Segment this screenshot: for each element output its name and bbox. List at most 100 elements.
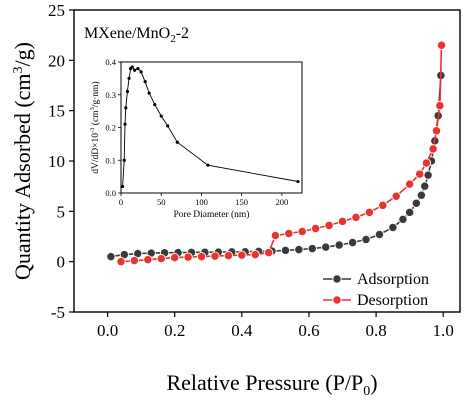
- data-point: [156, 253, 166, 264]
- data-point: [307, 243, 317, 254]
- inset-data-point: [206, 163, 210, 167]
- data-point: [421, 158, 432, 168]
- data-point: [431, 126, 442, 136]
- data-point: [270, 230, 281, 241]
- x-tick-label: 1.0: [433, 321, 454, 340]
- y-tick-label: -5: [51, 303, 65, 322]
- legend-label: Desorption: [357, 292, 428, 309]
- inset-frame: [120, 61, 303, 194]
- data-point: [361, 234, 371, 245]
- inset-y-tick-label: 0.1: [105, 155, 116, 165]
- data-point: [297, 226, 307, 237]
- inset-data-point: [124, 106, 128, 110]
- legend: Adsorption Desorption: [323, 271, 429, 309]
- y-axis-ticks: -5 0 5 10 15 20 25: [48, 1, 74, 322]
- inset-data-point: [127, 76, 131, 80]
- y-tick-label: 25: [48, 1, 65, 20]
- inset-data-point: [133, 68, 137, 72]
- inset-data-point: [121, 184, 125, 189]
- data-point: [374, 229, 385, 240]
- inset-y-axis-title: dV/dD×10-3 (cm3/g·nm): [89, 81, 101, 173]
- data-point: [237, 250, 247, 260]
- legend-swatch-marker: [332, 295, 342, 305]
- data-point: [116, 257, 126, 267]
- data-point: [280, 245, 291, 256]
- data-point: [324, 220, 334, 231]
- inset-data-point: [159, 114, 163, 118]
- data-point: [223, 250, 234, 261]
- inset-data-point: [166, 124, 170, 128]
- data-point: [337, 216, 348, 227]
- data-point: [210, 251, 220, 261]
- y-tick-label: 5: [57, 202, 66, 221]
- inset-y-tick-label: 0.0: [105, 188, 116, 198]
- data-point: [284, 228, 294, 239]
- inset-x-tick-label: 100: [195, 197, 208, 207]
- data-point: [264, 247, 274, 258]
- inset-data-point: [143, 80, 147, 84]
- inset-data-point: [153, 102, 157, 107]
- inset-data-point: [123, 122, 127, 126]
- legend-label: Adsorption: [357, 271, 429, 288]
- data-point: [364, 207, 375, 217]
- data-point: [250, 249, 260, 260]
- inset-y-axis-ticks: 0.0 0.1 0.2 0.3 0.4: [105, 57, 121, 198]
- data-point: [435, 100, 445, 111]
- data-point: [170, 252, 180, 263]
- inset-x-axis-ticks: 0 50 100 150 200: [119, 193, 288, 207]
- data-point: [351, 212, 361, 223]
- inset-data-point: [139, 70, 143, 74]
- series-desorption: [116, 40, 447, 267]
- data-point: [405, 207, 415, 217]
- inset-y-tick-label: 0.3: [105, 90, 116, 100]
- data-point: [428, 144, 438, 154]
- x-axis-ticks: 0.0 0.2 0.4 0.6 0.8 1.0: [97, 312, 454, 340]
- x-tick-label: 0.4: [231, 321, 253, 340]
- panel-label: MXene/MnO2-2: [84, 25, 189, 45]
- inset-data-point: [296, 179, 300, 184]
- data-point: [334, 240, 344, 250]
- legend-item-adsorption: Adsorption: [323, 271, 429, 288]
- inset-plot: 0 50 100 150 200 0.0 0.1 0.2 0.3 0.4 Pore Diamet…: [89, 57, 303, 220]
- inset-y-tick-label: 0.4: [105, 57, 116, 67]
- y-tick-label: 20: [48, 51, 65, 70]
- inset-x-tick-label: 0: [119, 197, 123, 207]
- inset-data-point: [125, 89, 130, 94]
- y-tick-label: 0: [57, 253, 66, 272]
- y-tick-label: 10: [48, 152, 65, 171]
- inset-data-point: [136, 66, 140, 71]
- inset-data-point: [122, 158, 126, 162]
- x-tick-label: 0.8: [365, 321, 386, 340]
- data-point: [183, 252, 193, 262]
- data-point: [423, 170, 433, 180]
- data-point: [378, 200, 388, 210]
- y-tick-label: 15: [48, 102, 65, 121]
- data-point: [420, 181, 430, 191]
- inset-data-point: [130, 65, 134, 69]
- data-point: [405, 179, 415, 189]
- data-point: [143, 255, 153, 265]
- data-point: [196, 251, 207, 262]
- main-plot: 0.0 0.2 0.4 0.6 0.8 1.0 -5 0 5 10 15 20 25 MXene/Mn…: [10, 1, 461, 399]
- data-point: [294, 244, 304, 255]
- data-point: [129, 256, 140, 266]
- data-point: [436, 40, 447, 50]
- inset-data-point: [147, 91, 151, 95]
- x-tick-label: 0.0: [97, 321, 118, 340]
- inset-data-point: [175, 140, 179, 144]
- data-point: [388, 222, 398, 233]
- x-axis-title: Relative Pressure (P/P0): [166, 370, 377, 399]
- data-point: [106, 251, 116, 262]
- legend-item-desorption: Desorption: [323, 292, 428, 309]
- data-point: [347, 237, 358, 248]
- inset-y-tick-label: 0.2: [105, 123, 116, 133]
- legend-swatch-marker: [332, 274, 342, 284]
- x-tick-label: 0.6: [298, 321, 319, 340]
- data-point: [391, 191, 401, 201]
- y-axis-title: Quantity Adsorbed (cm3/g): [10, 42, 35, 280]
- inset-x-tick-label: 150: [235, 197, 248, 207]
- data-point: [416, 190, 427, 200]
- x-tick-label: 0.2: [164, 321, 185, 340]
- data-point: [415, 169, 425, 179]
